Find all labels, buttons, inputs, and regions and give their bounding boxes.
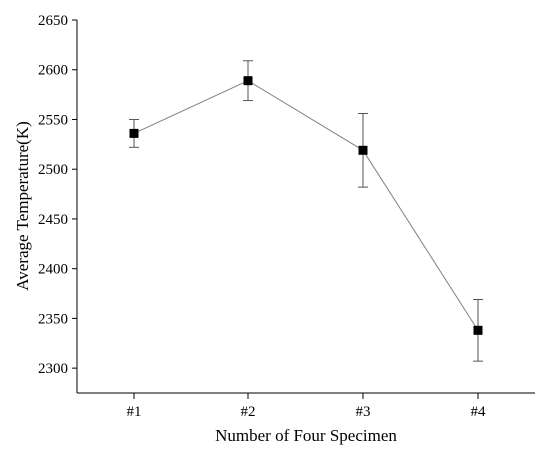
data-point-marker (129, 128, 139, 138)
series-line (133, 80, 479, 331)
series-layer (129, 60, 483, 362)
y-tick-label: 2450 (38, 212, 68, 228)
y-axis-title: Average Temperature(K) (13, 121, 32, 291)
x-tick-label: #1 (127, 404, 142, 420)
x-tick-label: #2 (241, 404, 256, 420)
x-axis-ticks: #1 #2 #3 #4 (127, 393, 487, 420)
y-axis-ticks: 2300 2350 2400 2450 2500 2550 2600 2650 (38, 13, 77, 377)
x-tick-label: #3 (356, 404, 371, 420)
y-tick-label: 2350 (38, 311, 68, 327)
y-tick-label: 2600 (38, 63, 68, 79)
x-axis-title: Number of Four Specimen (215, 426, 397, 445)
x-tick-label: #4 (471, 404, 487, 420)
y-tick-label: 2300 (38, 361, 68, 377)
data-point-marker (473, 325, 483, 335)
y-tick-label: 2500 (38, 162, 68, 178)
y-tick-label: 2650 (38, 13, 68, 29)
y-tick-label: 2550 (38, 112, 68, 128)
data-point-marker (243, 76, 253, 86)
plot-frame (76, 20, 535, 394)
y-tick-label: 2400 (38, 262, 68, 278)
data-point-marker (358, 145, 368, 155)
